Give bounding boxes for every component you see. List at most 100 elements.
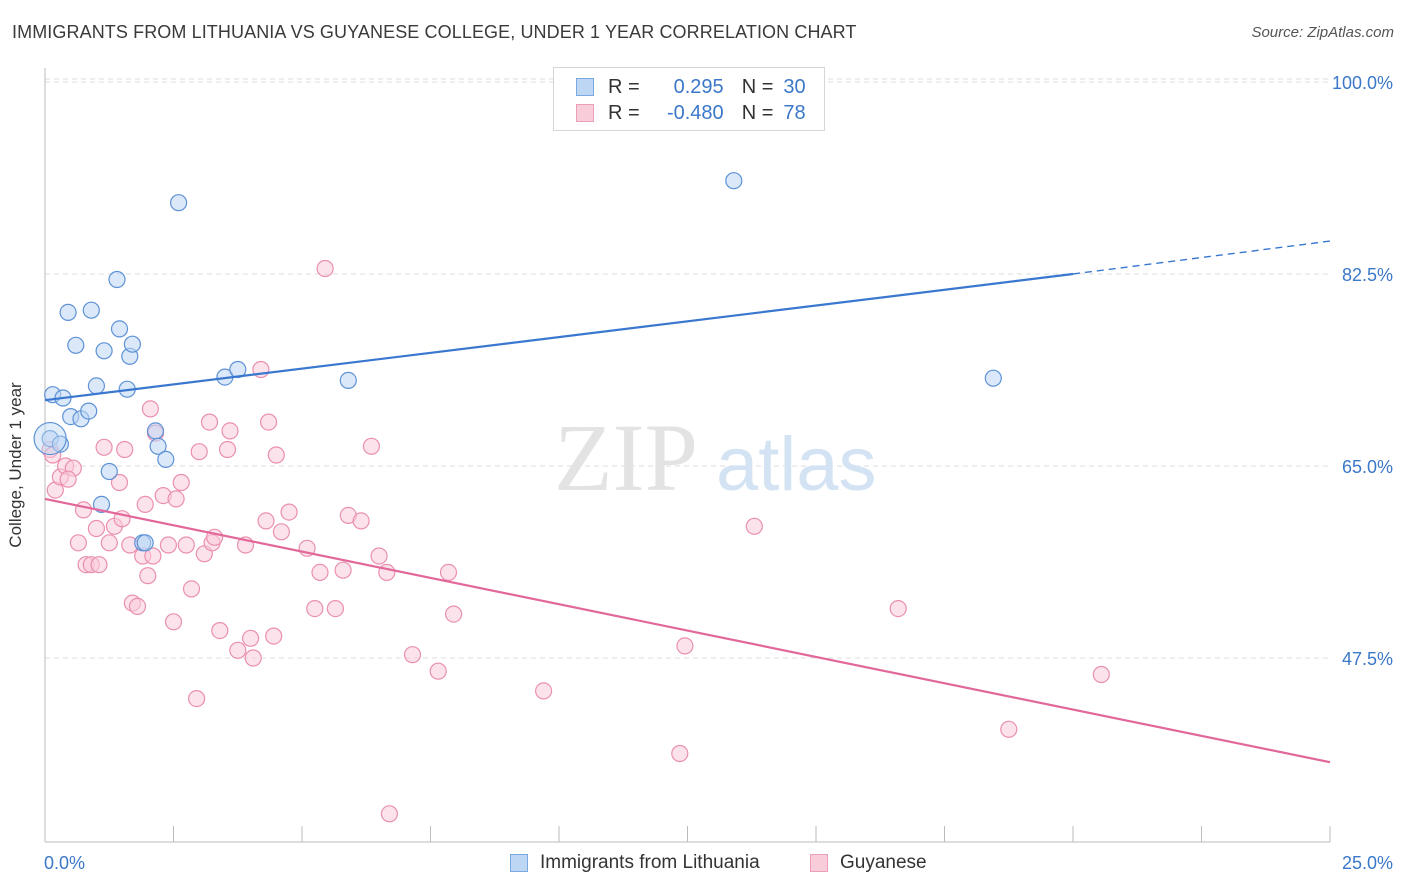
guyanese-point — [334, 561, 352, 579]
series-legend-lithuania[interactable]: Immigrants from Lithuania — [510, 852, 760, 874]
guyanese-point — [1000, 720, 1018, 738]
guyanese-point — [95, 438, 113, 456]
legend-n-label: N = — [741, 75, 774, 98]
series-swatch-blue — [510, 854, 528, 872]
guyanese-point — [316, 259, 334, 278]
guyanese-point — [100, 534, 118, 552]
guyanese-point — [265, 627, 283, 645]
guyanese-point — [429, 662, 447, 680]
x-tick-label-min: 0.0% — [44, 853, 85, 873]
guyanese-point — [218, 440, 237, 459]
y-tick-label: 82.5% — [1342, 265, 1393, 285]
legend-r-label: R = — [608, 101, 640, 124]
y-axis-title: College, Under 1 year — [6, 382, 25, 548]
guyanese-point — [380, 805, 398, 823]
guyanese-point — [267, 446, 285, 464]
guyanese-point — [221, 422, 239, 440]
guyanese-points — [41, 259, 1110, 823]
lithuania-trend-extension — [1072, 240, 1331, 275]
lithuania-point — [67, 336, 85, 354]
guyanese-trend-line — [44, 497, 1331, 764]
guyanese-point — [889, 599, 907, 618]
guyanese-point — [403, 646, 422, 664]
guyanese-point — [306, 599, 324, 618]
guyanese-point — [87, 519, 106, 538]
guyanese-point — [144, 547, 162, 565]
series-legend-guyanese[interactable]: Guyanese — [810, 852, 927, 874]
guyanese-point — [244, 649, 262, 667]
guyanese-point — [211, 621, 229, 640]
guyanese-point — [74, 501, 93, 519]
lithuania-point — [108, 270, 126, 289]
guyanese-point — [200, 413, 219, 431]
guyanese-point — [676, 637, 694, 655]
lithuania-point — [136, 534, 154, 552]
watermark-zip: ZIP — [554, 404, 698, 511]
x-tick-labels: 0.0% 25.0% — [44, 853, 1393, 873]
y-tick-labels: 47.5% 65.0% 82.5% 100.0% — [1332, 73, 1393, 669]
source-label: Source: ZipAtlas.com — [1251, 24, 1394, 41]
y-tick-label: 65.0% — [1342, 457, 1393, 477]
guyanese-point — [257, 512, 275, 530]
guyanese-point — [242, 629, 260, 647]
guyanese-point — [110, 473, 129, 492]
guyanese-point — [272, 523, 290, 541]
guyanese-point — [671, 744, 689, 763]
lithuania-point — [80, 402, 98, 420]
lithuania-point — [339, 371, 357, 389]
y-tick-label: 47.5% — [1342, 649, 1393, 669]
lithuania-trend-line — [44, 272, 1074, 402]
guyanese-point — [370, 547, 388, 565]
lithuania-point — [725, 172, 743, 190]
guyanese-point — [141, 400, 159, 418]
guyanese-point — [352, 512, 370, 530]
lithuania-point — [82, 301, 100, 319]
guyanese-point — [172, 473, 190, 492]
guyanese-point — [90, 556, 108, 574]
guyanese-point — [136, 495, 154, 513]
lithuania-point — [87, 377, 106, 395]
guyanese-point — [182, 580, 201, 598]
guyanese-point — [164, 613, 183, 631]
legend-r-value: -0.480 — [666, 101, 724, 124]
guyanese-point — [326, 599, 344, 618]
guyanese-point — [69, 534, 88, 552]
legend-r-label: R = — [608, 75, 640, 98]
guyanese-point — [362, 437, 380, 455]
guyanese-point — [159, 536, 177, 554]
series-swatch-pink — [810, 854, 828, 872]
lithuania-point — [157, 450, 175, 468]
guyanese-point — [1092, 665, 1110, 684]
lithuania-points — [33, 172, 1002, 552]
guyanese-point — [280, 503, 298, 521]
guyanese-point — [128, 597, 147, 616]
guyanese-point — [188, 689, 206, 708]
legend-n-value: 78 — [783, 101, 806, 124]
guyanese-point — [116, 440, 134, 459]
y-tick-label: 100.0% — [1332, 73, 1393, 93]
lithuania-point-large — [33, 421, 67, 456]
correlation-legend: R = 0.295 N = 30 R = -0.480 N = 78 — [553, 67, 825, 131]
guyanese-point — [190, 443, 208, 461]
trend-lines — [44, 240, 1331, 764]
guyanese-point — [534, 682, 553, 700]
legend-swatch-blue — [576, 78, 594, 96]
watermark-atlas: atlas — [716, 422, 877, 507]
legend-row-guyanese: R = -0.480 N = 78 — [576, 100, 806, 126]
guyanese-point — [139, 567, 157, 585]
legend-row-lithuania: R = 0.295 N = 30 — [576, 74, 806, 100]
guyanese-point — [745, 517, 763, 535]
lithuania-point — [123, 335, 141, 353]
legend-r-value: 0.295 — [673, 75, 724, 98]
series-label-lithuania: Immigrants from Lithuania — [540, 852, 760, 873]
guyanese-point — [439, 563, 458, 582]
guyanese-point — [167, 490, 185, 508]
lithuania-point — [110, 320, 129, 338]
legend-swatch-pink — [576, 104, 594, 122]
lithuania-point — [170, 194, 188, 212]
lithuania-point — [51, 435, 70, 453]
guyanese-point — [260, 413, 278, 431]
guyanese-point — [229, 641, 247, 659]
guyanese-point — [445, 605, 463, 623]
